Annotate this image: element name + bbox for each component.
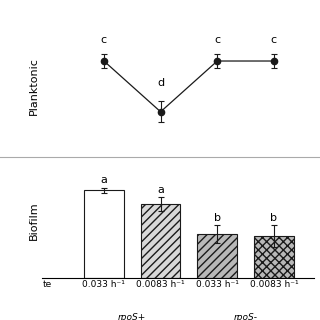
Text: rpoS+: rpoS+: [118, 313, 146, 320]
Bar: [84, 190, 124, 278]
Text: c: c: [101, 35, 107, 44]
Text: b: b: [214, 213, 221, 223]
Text: c: c: [214, 35, 220, 44]
Bar: [197, 234, 237, 278]
Y-axis label: Planktonic: Planktonic: [29, 58, 39, 115]
Bar: [141, 204, 180, 278]
Text: a: a: [100, 175, 108, 185]
Bar: [254, 236, 294, 278]
Text: d: d: [157, 78, 164, 88]
Text: rpoS-: rpoS-: [234, 313, 258, 320]
Text: b: b: [270, 213, 277, 223]
Y-axis label: Biofilm: Biofilm: [29, 202, 39, 240]
Text: c: c: [271, 35, 277, 44]
Text: a: a: [157, 185, 164, 195]
